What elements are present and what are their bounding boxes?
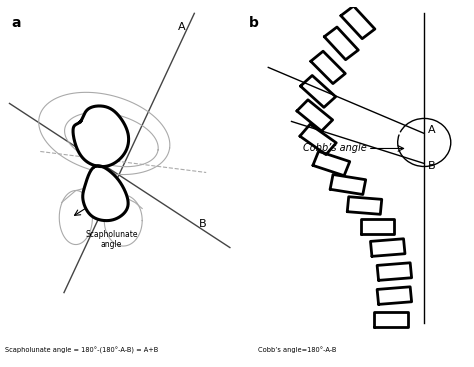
Polygon shape — [347, 197, 382, 214]
Text: A: A — [178, 22, 185, 32]
Polygon shape — [297, 100, 333, 131]
Polygon shape — [377, 263, 411, 280]
Polygon shape — [341, 6, 375, 39]
Text: B: B — [428, 161, 435, 171]
Text: B: B — [199, 218, 207, 229]
Text: a: a — [12, 17, 21, 30]
Text: Scapholunate
angle: Scapholunate angle — [85, 229, 137, 249]
Polygon shape — [371, 239, 405, 256]
Text: Cobb’s angle: Cobb’s angle — [303, 143, 366, 153]
Polygon shape — [361, 219, 394, 234]
Polygon shape — [374, 312, 408, 327]
Polygon shape — [330, 174, 366, 195]
Text: Cobb’s angle=180°-A-B: Cobb’s angle=180°-A-B — [258, 347, 337, 353]
Polygon shape — [324, 27, 358, 60]
Polygon shape — [313, 151, 350, 176]
Polygon shape — [377, 287, 411, 304]
Polygon shape — [301, 76, 336, 107]
Polygon shape — [83, 166, 128, 221]
Polygon shape — [300, 124, 336, 155]
Text: Scapholunate angle = 180°-(180°-A-B) = A+B: Scapholunate angle = 180°-(180°-A-B) = A… — [5, 347, 158, 354]
Text: b: b — [248, 17, 258, 30]
Text: A: A — [428, 126, 435, 135]
Polygon shape — [73, 106, 128, 167]
Polygon shape — [311, 51, 345, 84]
